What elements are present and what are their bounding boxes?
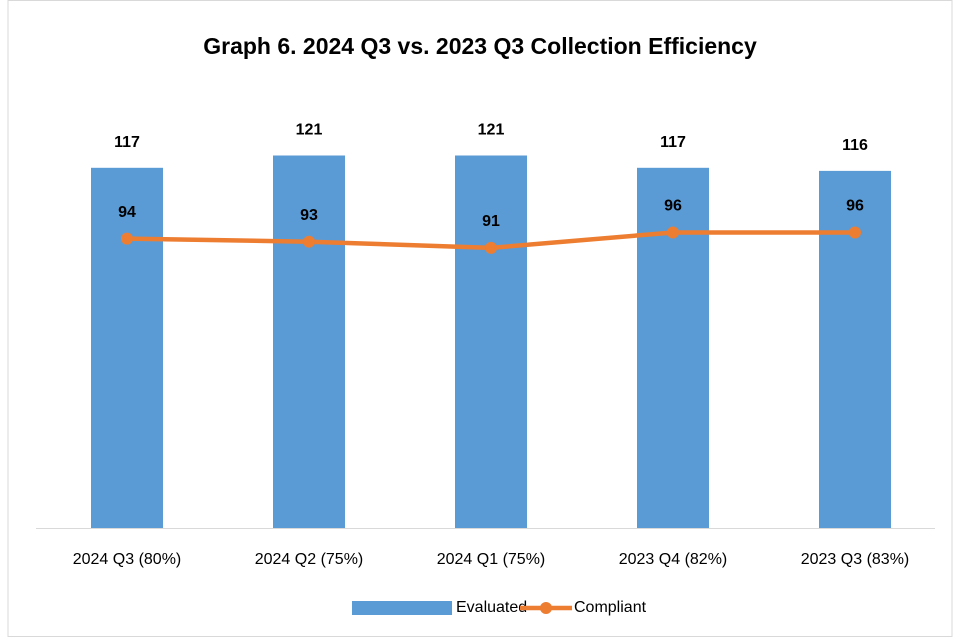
bar <box>637 167 709 529</box>
x-tick-label: 2023 Q3 (83%) <box>801 551 910 568</box>
data-label: 96 <box>664 198 682 215</box>
data-label: 94 <box>118 204 136 221</box>
chart-title: Graph 6. 2024 Q3 vs. 2023 Q3 Collection … <box>203 33 757 59</box>
x-tick-label: 2024 Q3 (80%) <box>73 551 182 568</box>
line-marker <box>121 232 133 245</box>
data-label: 117 <box>114 134 140 151</box>
data-label: 93 <box>300 207 318 224</box>
bar <box>455 155 527 528</box>
data-label: 96 <box>846 198 864 215</box>
legend-label: Evaluated <box>456 599 527 616</box>
legend-swatch <box>352 601 452 615</box>
data-label: 116 <box>842 137 868 154</box>
data-label: 121 <box>296 122 323 139</box>
line-marker <box>303 235 315 248</box>
legend-label: Compliant <box>574 599 647 616</box>
legend-marker <box>540 602 552 614</box>
x-tick-label: 2024 Q2 (75%) <box>255 551 364 568</box>
data-label: 91 <box>482 213 500 230</box>
data-label: 117 <box>660 134 686 151</box>
bar <box>91 167 163 529</box>
x-tick-label: 2024 Q1 (75%) <box>437 551 546 568</box>
bar <box>819 170 891 528</box>
bar <box>273 155 345 528</box>
line-marker <box>849 226 861 239</box>
line-marker <box>485 241 497 254</box>
data-label: 121 <box>478 122 505 139</box>
line-marker <box>667 226 679 239</box>
x-tick-label: 2023 Q4 (82%) <box>619 551 728 568</box>
